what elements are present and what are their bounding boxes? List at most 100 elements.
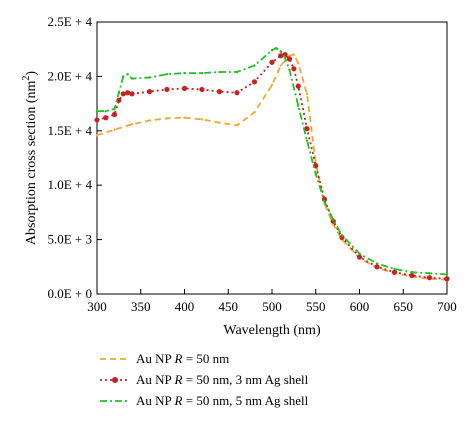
data-point — [95, 133, 99, 137]
y-axis-title-sup: 2 — [21, 76, 32, 81]
data-point — [314, 173, 317, 176]
y-tick-label: 1.5E + 4 — [47, 123, 92, 138]
data-point — [391, 269, 398, 275]
data-point — [218, 70, 221, 74]
data-point — [292, 53, 296, 56]
series-line — [96, 53, 448, 280]
y-axis-title-close: ) — [24, 71, 39, 76]
data-point — [410, 271, 414, 274]
data-point — [181, 85, 188, 91]
data-point — [183, 71, 186, 75]
data-point — [125, 90, 131, 96]
data-point — [269, 59, 275, 65]
data-point — [275, 46, 278, 50]
data-point — [305, 92, 309, 96]
data-point — [428, 272, 431, 275]
data-point — [129, 91, 135, 97]
x-tick-label: 500 — [262, 299, 282, 314]
y-tick-label: 2.0E + 4 — [47, 68, 92, 83]
axes-layer: 300 350 400 450 500 550 600 650 700 0.0E + 0 5.0E … — [47, 14, 456, 314]
data-point — [253, 64, 256, 67]
data-point — [183, 116, 186, 119]
data-point — [94, 117, 100, 123]
x-tick-label: 300 — [87, 299, 107, 314]
data-point — [113, 107, 116, 111]
data-point — [374, 264, 380, 270]
x-tick-label: 450 — [219, 299, 239, 314]
data-point — [393, 267, 396, 271]
series-line — [97, 47, 448, 276]
series-layer — [94, 46, 450, 282]
data-point — [297, 104, 300, 107]
data-point — [283, 56, 287, 60]
x-tick-label: 600 — [350, 299, 370, 314]
legend-marker — [112, 377, 118, 383]
legend-label-suffix: = 50 nm, 5 nm Ag shell — [182, 393, 308, 408]
series-1 — [95, 53, 449, 282]
data-point — [200, 71, 204, 75]
legend-label-var: R — [174, 351, 183, 366]
data-point — [286, 56, 293, 62]
series-2 — [94, 52, 450, 282]
data-point — [332, 223, 335, 226]
series-line — [96, 53, 448, 281]
data-point — [120, 91, 126, 97]
data-point — [291, 66, 297, 72]
y-axis-title-main: Absorption cross section (nm — [24, 80, 39, 245]
data-point — [279, 64, 282, 67]
data-point — [164, 86, 170, 93]
data-point — [216, 89, 223, 95]
legend-label-suffix: = 50 nm — [182, 351, 229, 366]
data-point — [332, 218, 335, 222]
legend-label-var: R — [174, 393, 183, 408]
data-point — [304, 126, 310, 132]
x-axis-title: Wavelength (nm) — [223, 323, 321, 338]
data-point — [340, 234, 344, 237]
data-point — [288, 68, 291, 72]
legend-item: Au NP R = 50 nm, 5 nm Ag shell — [100, 393, 309, 408]
data-point — [130, 123, 134, 126]
data-point — [122, 75, 125, 78]
data-point — [104, 110, 107, 113]
data-point — [235, 124, 239, 127]
data-point — [288, 54, 291, 57]
data-point — [251, 79, 258, 85]
data-point — [295, 83, 301, 89]
legend-label-prefix: Au NP — [136, 351, 175, 366]
data-point — [270, 49, 274, 52]
legend-label-suffix: = 50 nm, 3 nm Ag shell — [182, 372, 308, 387]
y-tick-label: 1.0E + 4 — [47, 177, 92, 192]
data-point — [409, 272, 415, 279]
data-point — [103, 115, 109, 121]
data-point — [375, 262, 379, 265]
data-point — [278, 53, 284, 59]
data-point — [445, 273, 449, 276]
data-point — [111, 111, 118, 118]
data-point — [358, 252, 361, 255]
data-point — [356, 254, 363, 260]
data-point — [148, 119, 151, 122]
data-point — [126, 73, 129, 76]
legend-label-prefix: Au NP — [136, 393, 175, 408]
y-axis-title: Absorption cross section (nm2) — [21, 71, 39, 245]
data-point — [116, 97, 122, 103]
data-point — [148, 76, 151, 79]
data-point — [253, 111, 256, 114]
legend-label: Au NP R = 50 nm — [136, 351, 229, 366]
data-point — [235, 70, 239, 74]
y-tick-label: 5.0E + 3 — [47, 232, 92, 247]
x-tick-label: 550 — [306, 299, 326, 314]
data-point — [279, 50, 282, 53]
data-point — [297, 62, 300, 65]
data-point — [444, 276, 450, 282]
x-tick-label: 650 — [394, 299, 414, 314]
legend-label-prefix: Au NP — [136, 372, 175, 387]
data-point — [426, 275, 433, 281]
legend-label: Au NP R = 50 nm, 3 nm Ag shell — [136, 372, 309, 387]
y-tick-label: 2.5E + 4 — [47, 14, 92, 29]
data-point — [200, 118, 204, 121]
x-tick-label: 700 — [437, 299, 457, 314]
data-point — [218, 121, 221, 124]
